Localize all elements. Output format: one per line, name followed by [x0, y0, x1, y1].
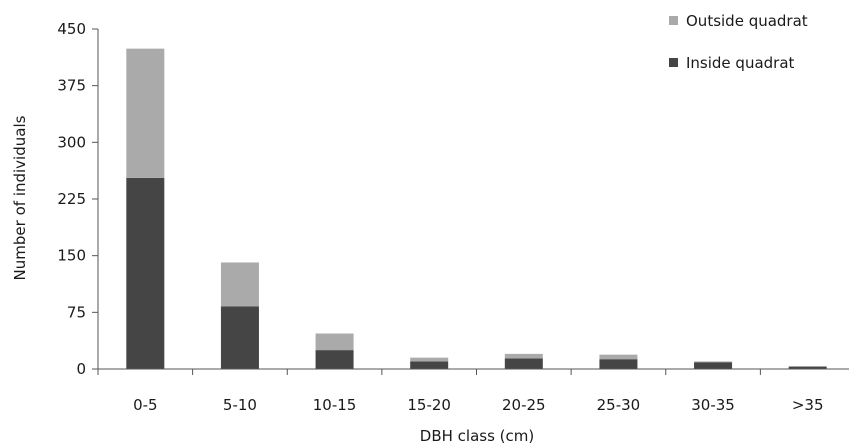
bar-outside-2 — [315, 333, 354, 351]
bar-outside-6 — [694, 361, 733, 363]
bar-outside-1 — [220, 262, 259, 307]
y-axis-title: Number of individuals — [11, 115, 29, 280]
y-tick-label-1: 75 — [67, 303, 86, 321]
x-tick-label-3: 15-20 — [407, 396, 451, 414]
bar-inside-2 — [315, 350, 354, 369]
y-tick-label-6: 450 — [57, 20, 86, 38]
bar-inside-7 — [788, 366, 827, 369]
bar-inside-4 — [504, 358, 543, 369]
y-tick-label-3: 225 — [57, 190, 86, 208]
x-tick-label-2: 10-15 — [313, 396, 357, 414]
bar-inside-6 — [694, 362, 733, 369]
bar-outside-7 — [788, 365, 827, 367]
bar-outside-4 — [504, 353, 543, 359]
bar-outside-3 — [410, 357, 449, 362]
bar-inside-0 — [126, 177, 165, 369]
bar-outside-5 — [599, 354, 638, 360]
x-tick-label-0: 0-5 — [133, 396, 158, 414]
legend-label-inside: Inside quadrat — [686, 54, 795, 72]
y-tick-label-5: 375 — [57, 77, 86, 95]
bars-group — [126, 48, 827, 369]
x-tick-label-6: 30-35 — [691, 396, 735, 414]
bar-outside-0 — [126, 48, 165, 178]
y-tick-label-2: 150 — [57, 247, 86, 265]
x-tick-label-4: 20-25 — [502, 396, 546, 414]
bar-inside-5 — [599, 359, 638, 369]
x-tick-label-5: 25-30 — [597, 396, 641, 414]
legend-label-outside: Outside quadrat — [686, 12, 808, 30]
legend: Outside quadrat Inside quadrat — [669, 12, 808, 72]
x-axis-ticks: 0-5 5-10 10-15 15-20 20-25 25-30 30-35 >35 — [97, 369, 824, 414]
y-tick-label-4: 300 — [57, 133, 86, 151]
x-axis-title: DBH class (cm) — [420, 427, 534, 445]
y-axis-ticks: 0 75 150 225 300 375 450 — [57, 20, 98, 378]
x-tick-label-1: 5-10 — [223, 396, 257, 414]
x-tick-label-7: >35 — [792, 396, 824, 414]
y-tick-label-0: 0 — [76, 360, 86, 378]
bar-inside-1 — [220, 306, 259, 369]
legend-swatch-outside — [669, 16, 678, 25]
legend-swatch-inside — [669, 58, 678, 67]
bar-inside-3 — [410, 361, 449, 369]
